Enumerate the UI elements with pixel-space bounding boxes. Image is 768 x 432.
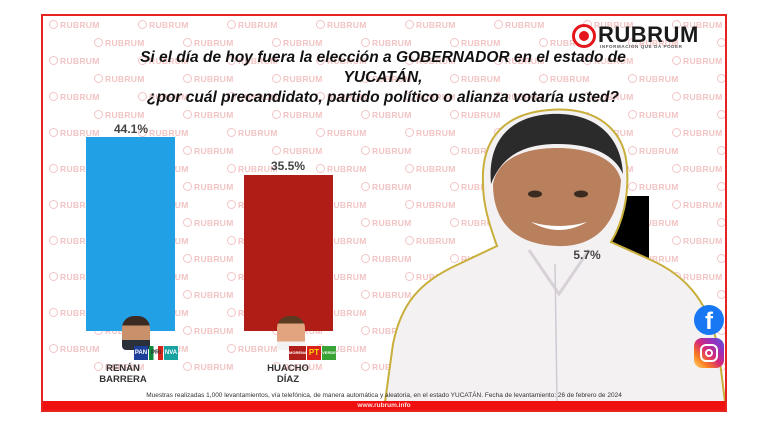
candidate-photo-renan xyxy=(122,316,150,350)
candidate-photo-huacho xyxy=(277,316,305,350)
bar-huacho-diaz xyxy=(244,175,333,331)
candidate-name-huacho: HUACHO DÍAZ xyxy=(267,363,309,385)
bar-renan-barrera xyxy=(86,137,175,331)
title-line-2: ¿por cuál precandidato, partido político… xyxy=(147,89,619,106)
facebook-icon[interactable]: f xyxy=(694,305,724,335)
methodology-footnote: Muestras realizadas 1,000 levantamientos… xyxy=(146,392,622,399)
watermark-text: RUBRUM xyxy=(183,326,234,336)
party-logo-verde: VERDE xyxy=(322,346,336,360)
party-logo-pri: PRI xyxy=(149,346,163,360)
watermark-text: RUBRUM xyxy=(183,146,234,156)
watermark-text: RUBRUM xyxy=(405,20,456,30)
watermark-text: RUBRUM xyxy=(227,20,278,30)
watermark-text: RUBRUM xyxy=(49,56,100,66)
bar-value-label: 35.5% xyxy=(270,159,306,173)
watermark-text: RUBRUM xyxy=(183,38,234,48)
watermark-text: RUBRUM xyxy=(227,344,278,354)
watermark-text: RUBRUM xyxy=(272,38,323,48)
watermark-text: RUBRUM xyxy=(183,362,234,372)
watermark-text: RUBRUM xyxy=(183,254,234,264)
title-line-1: Si el día de hoy fuera la elección a GOB… xyxy=(140,49,626,86)
watermark-text: RUBRUM xyxy=(183,218,234,228)
party-logo-pan: PAN xyxy=(134,346,148,360)
watermark-text: RUBRUM xyxy=(94,38,145,48)
candidate-cutout-portrait xyxy=(383,108,725,402)
watermark-text: RUBRUM xyxy=(316,20,367,30)
watermark-text: RUBRUM xyxy=(227,128,278,138)
watermark-text: RUBRUM xyxy=(49,344,100,354)
watermark-text: RUBRUM xyxy=(717,74,725,84)
poll-infographic: RUBRUM RUBRUM RUBRUM RUBRUM RUBRUM RUBRUM RUBR… xyxy=(41,14,727,412)
instagram-icon[interactable] xyxy=(694,338,724,368)
watermark-text: RUBRUM xyxy=(183,290,234,300)
footer-website-link[interactable]: www.rubrum.info xyxy=(43,401,725,410)
watermark-text: RUBRUM xyxy=(272,110,323,120)
watermark-text: RUBRUM xyxy=(272,146,323,156)
chart-title: Si el día de hoy fuera la elección a GOB… xyxy=(103,48,663,108)
watermark-text: RUBRUM xyxy=(672,92,723,102)
party-logo-pt: PT xyxy=(307,346,321,360)
watermark-text: RUBRUM xyxy=(183,182,234,192)
bar-value-label: 44.1% xyxy=(113,122,149,136)
watermark-text: RUBRUM xyxy=(138,20,189,30)
watermark-text: RUBRUM xyxy=(49,20,100,30)
watermark-text: RUBRUM xyxy=(450,38,501,48)
watermark-text: RUBRUM xyxy=(361,38,412,48)
watermark-text: RUBRUM xyxy=(672,56,723,66)
watermark-text: RUBRUM xyxy=(49,92,100,102)
candidate-name-renan: RENÁN BARRERA xyxy=(99,363,147,385)
logo-wordmark: RUBRUM xyxy=(598,22,699,47)
rubrum-logo: RUBRUM INFORMACIÓN QUE DA PODER xyxy=(572,22,712,53)
bar-value-label: 5.7% xyxy=(573,248,601,262)
party-logo-morena: MORENA xyxy=(289,346,307,360)
watermark-text: RUBRUM xyxy=(494,20,545,30)
party-logo-alianza: NVA xyxy=(164,346,178,360)
watermark-text: RUBRUM xyxy=(183,110,234,120)
logo-target-icon xyxy=(572,24,596,48)
watermark-text: RUBRUM xyxy=(316,128,367,138)
logo-tagline: INFORMACIÓN QUE DA PODER xyxy=(600,44,683,49)
watermark-text: RUBRUM xyxy=(717,38,725,48)
watermark-text: RUBRUM xyxy=(94,110,145,120)
